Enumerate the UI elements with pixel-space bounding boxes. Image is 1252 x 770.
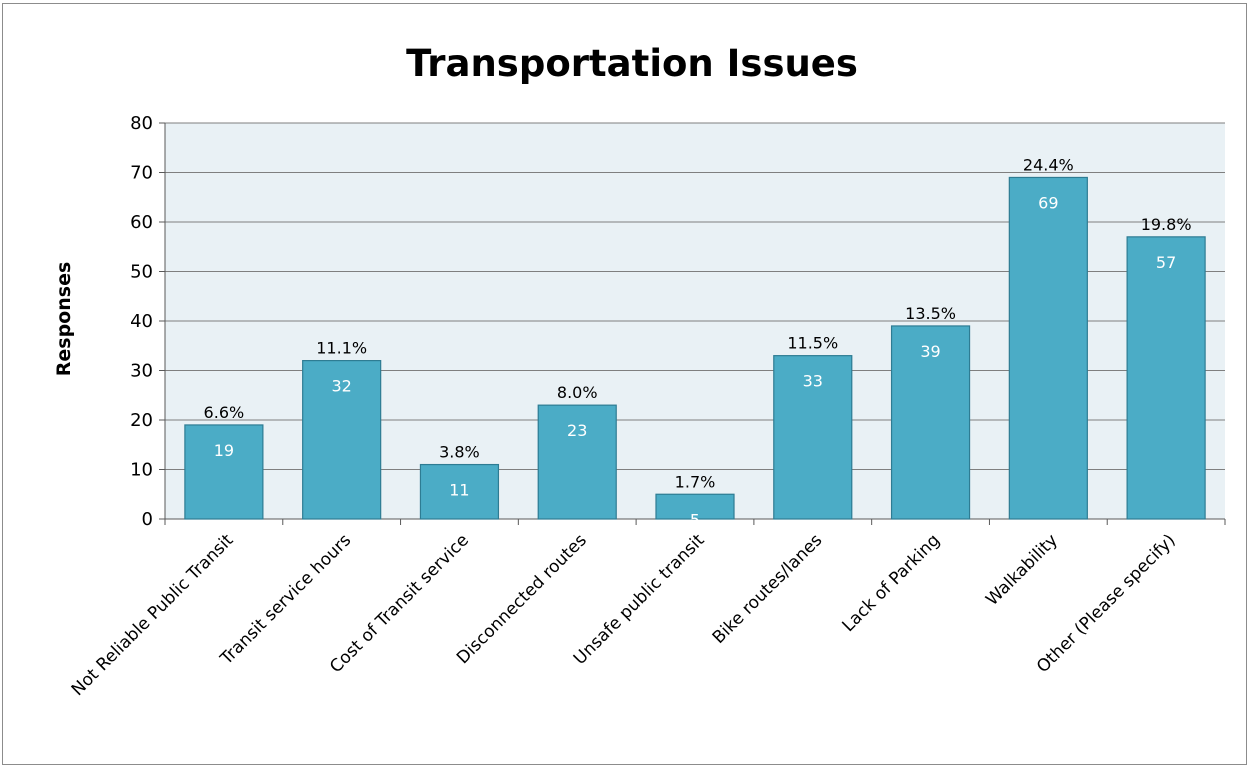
y-tick-label: 70 bbox=[130, 163, 153, 184]
x-category-label: Cost of Transit service bbox=[326, 530, 473, 677]
bar-value-label: 57 bbox=[1156, 253, 1176, 272]
y-tick-label: 20 bbox=[130, 410, 153, 431]
bar-value-label: 11 bbox=[449, 481, 469, 500]
bar-value-label: 33 bbox=[803, 372, 823, 391]
bar bbox=[655, 493, 735, 520]
x-category-label: Transit service hours bbox=[216, 530, 355, 669]
x-category-label: Lack of Parking bbox=[839, 530, 945, 636]
bar-percent-label: 19.8% bbox=[1141, 215, 1192, 234]
bar-percent-label: 24.4% bbox=[1023, 155, 1074, 174]
bar bbox=[890, 325, 971, 520]
bar-percent-label: 6.6% bbox=[204, 403, 245, 422]
bar bbox=[419, 463, 500, 520]
y-tick-label: 30 bbox=[130, 361, 153, 382]
x-category-label: Not Reliable Public Transit bbox=[68, 530, 238, 700]
y-tick-label: 50 bbox=[130, 262, 153, 283]
chart-title: Transportation Issues bbox=[406, 42, 858, 85]
bar-percent-label: 11.1% bbox=[316, 339, 367, 358]
y-tick-label: 40 bbox=[130, 311, 153, 332]
bar-value-label: 69 bbox=[1038, 193, 1058, 212]
y-axis-label: Responses bbox=[53, 262, 75, 377]
bar bbox=[184, 424, 264, 520]
bar-value-label: 39 bbox=[920, 342, 940, 361]
bar-percent-label: 13.5% bbox=[905, 304, 956, 323]
bar bbox=[773, 355, 853, 520]
plot-area: 0 10 20 30 40 50 60 70 80 19 6.6% Not Reliable Publ… bbox=[68, 113, 1226, 700]
bar-value-label: 19 bbox=[214, 441, 234, 460]
bar-percent-label: 8.0% bbox=[557, 383, 598, 402]
x-category-label: Walkability bbox=[982, 530, 1062, 610]
bar-percent-label: 1.7% bbox=[675, 472, 716, 491]
y-tick-label: 60 bbox=[130, 212, 153, 233]
x-category-label: Disconnected routes bbox=[453, 530, 591, 668]
bar-value-label: 5 bbox=[690, 510, 700, 529]
y-tick-label: 80 bbox=[130, 113, 153, 134]
x-category-label: Other (Please specify) bbox=[1033, 530, 1180, 677]
x-category-label: Bike routes/lanes bbox=[709, 530, 827, 648]
bar bbox=[302, 360, 382, 520]
y-tick-label: 0 bbox=[142, 509, 153, 530]
bar-percent-label: 11.5% bbox=[787, 334, 838, 353]
y-tick-label: 10 bbox=[130, 460, 153, 481]
bar bbox=[1126, 236, 1206, 520]
bar-value-label: 23 bbox=[567, 421, 587, 440]
bar bbox=[1008, 176, 1088, 520]
x-category-label: Unsafe public transit bbox=[570, 530, 709, 669]
bar-percent-label: 3.8% bbox=[439, 443, 480, 462]
bar bbox=[537, 404, 617, 520]
bar-value-label: 32 bbox=[331, 377, 351, 396]
